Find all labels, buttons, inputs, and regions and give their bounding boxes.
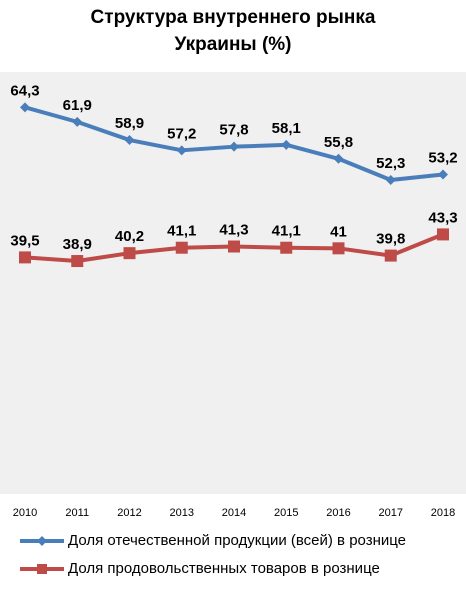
series-1-data-label-2011: 61,9 [63,97,92,114]
series-2-point-2013 [175,241,188,254]
series-2-point-2017 [384,249,397,262]
series-1-point-2013 [176,145,187,156]
series-1-data-label-2016: 55,8 [324,134,353,151]
series-2-point-2014 [228,240,240,253]
legend-label-series-1: Доля отечественной продукции (всей) в ро… [68,532,407,549]
series-1-point-2015 [281,139,292,150]
series-2-data-label-2016: 41 [330,223,347,240]
chart-title: Структура внутреннего рынка Украины (%) [0,4,466,58]
series-2-data-label-2011: 38,9 [63,236,92,253]
chart-title-line-2: Украины (%) [174,34,292,55]
x-tick-label-2010: 2010 [13,507,37,519]
legend-label-series-2: Доля продовольственных товаров в рознице [68,560,380,577]
legend-item-series-1: Доля отечественной продукции (всей) в ро… [20,530,460,558]
series-2-data-label-2012: 40,2 [115,228,144,245]
series-1-data-label-2017: 52,3 [376,155,405,172]
x-tick-label-2013: 2013 [170,507,194,519]
series-2-point-2010 [19,251,31,264]
series-1-data-label-2012: 58,9 [115,115,144,132]
legend-marker-series-2 [20,564,64,574]
series-1-data-label-2010: 64,3 [10,82,39,99]
series-1-data-label-2013: 57,2 [167,125,196,142]
x-tick-label-2015: 2015 [274,507,298,519]
x-tick-label-2012: 2012 [117,507,141,519]
series-1-point-2012 [124,135,135,146]
series-2-data-label-2015: 41,1 [272,223,301,240]
plot-area [0,72,466,494]
series-2-point-2015 [280,241,293,254]
series-2-data-label-2013: 41,1 [167,223,196,240]
series-2-data-label-2014: 41,3 [219,222,248,239]
series-1-point-2018 [438,169,448,180]
series-2-data-label-2010: 39,5 [10,232,39,249]
series-2-point-2011 [71,255,84,268]
x-tick-label-2011: 2011 [65,507,89,519]
series-2-point-2016 [332,242,345,255]
series-2-point-2012 [123,247,136,260]
x-tick-label-2018: 2018 [431,507,455,519]
legend: Доля отечественной продукции (всей) в ро… [20,530,460,586]
series-1-data-label-2018: 53,2 [428,150,457,167]
x-tick-label-2016: 2016 [326,507,350,519]
series-1-point-2010 [20,102,30,113]
series-1-point-2016 [333,153,344,164]
chart-title-line-1: Структура внутреннего рынка [90,7,376,28]
legend-marker-series-1 [20,536,64,546]
x-tick-label-2014: 2014 [222,507,246,519]
series-2-point-2018 [437,228,449,241]
series-2-data-label-2017: 39,8 [376,231,405,248]
series-1-point-2011 [72,116,83,127]
series-2-data-label-2018: 43,3 [428,209,457,226]
x-tick-label-2017: 2017 [379,507,403,519]
series-1-data-label-2014: 57,8 [219,122,248,139]
series-1-point-2014 [229,141,239,152]
series-1-data-label-2015: 58,1 [272,120,301,137]
series-1-point-2017 [385,174,396,185]
legend-item-series-2: Доля продовольственных товаров в рознице [20,558,460,586]
